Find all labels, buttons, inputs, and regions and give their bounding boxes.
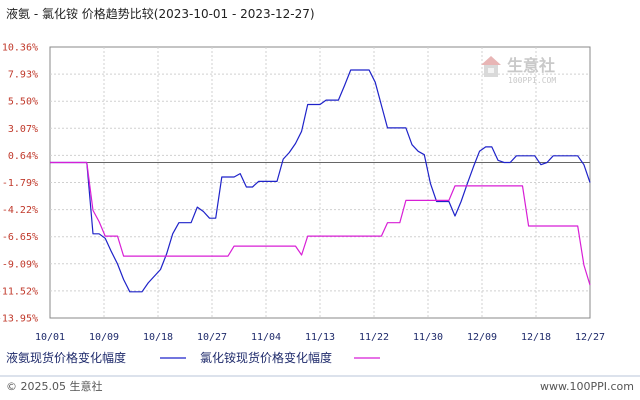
y-tick-label: -9.09% [2,259,38,270]
x-tick-label: 10/27 [197,332,227,343]
grid-y [50,73,590,292]
x-tick-label: 11/22 [359,332,389,343]
x-tick-label: 11/30 [413,332,443,343]
y-tick-label: 3.07% [8,124,38,135]
y-tick-label: 7.93% [8,70,38,81]
y-tick-label: -11.52% [0,286,38,297]
x-tick-label: 10/01 [35,332,65,343]
series-line-0 [50,69,591,293]
x-tick-label: 11/13 [305,332,335,343]
x-tick-label: 12/18 [521,332,551,343]
watermark-url: 100PPI.COM [508,76,556,85]
legend-label-ammonia: 液氨现货价格变化幅度 [6,350,126,365]
footer-url: www.100PPI.com [540,380,634,393]
legend: 液氨现货价格变化幅度 氯化铵现货价格变化幅度 [6,350,380,365]
y-tick-label: -6.65% [2,232,38,243]
series-line-1 [50,161,591,286]
watermark-brand: 生意社 [507,56,555,75]
legend-label-ammonium-chloride: 氯化铵现货价格变化幅度 [200,350,332,365]
footer-copyright: © 2025.05 生意社 [6,379,102,393]
x-tick-label: 10/18 [143,332,173,343]
grid-x [103,47,537,318]
series-lines [50,69,591,293]
y-axis-labels: 10.36% 7.93% 5.50% 3.07% 0.64% -1.79% -4.22% -6… [0,43,38,325]
y-tick-label: -4.22% [2,205,38,216]
watermark: 生意社 100PPI.COM [481,56,556,85]
y-tick-label: -13.95% [0,314,38,325]
watermark-logo-icon [481,56,501,77]
x-tick-label: 11/04 [251,332,281,343]
x-tick-label: 10/09 [89,332,119,343]
chart-title: 液氨 - 氯化铵 价格趋势比较(2023-10-01 - 2023-12-27) [6,6,315,21]
x-tick-label: 12/09 [467,332,497,343]
x-axis-labels: 10/01 10/09 10/18 10/27 11/04 11/13 11/22 11/30… [35,332,605,343]
y-tick-label: -1.79% [2,178,38,189]
x-tick-label: 12/27 [575,332,605,343]
y-tick-label: 10.36% [2,43,38,54]
y-tick-label: 0.64% [8,151,38,162]
y-tick-label: 5.50% [8,97,38,108]
